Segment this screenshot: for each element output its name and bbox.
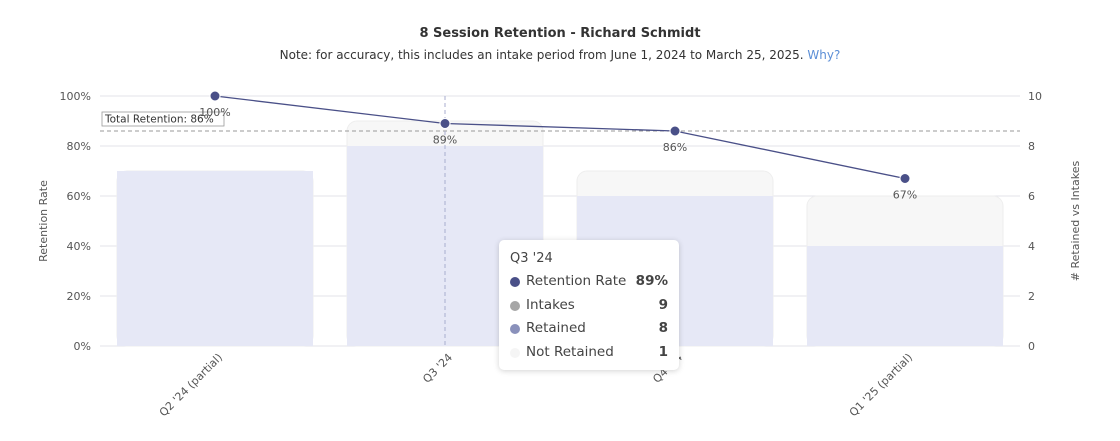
tooltip-row-retained: Retained 8 [510, 319, 668, 339]
chart-title: 8 Session Retention - Richard Schmidt [419, 26, 701, 41]
y-left-tick-label: 20% [67, 290, 91, 303]
y-right-tick-label: 0 [1028, 340, 1035, 353]
retention-rate-data-label: 67% [893, 189, 917, 202]
x-axis-tick-label: Q2 '24 (partial) [157, 351, 225, 419]
retention-rate-data-label: 100% [199, 106, 230, 119]
y-right-tick-label: 8 [1028, 140, 1035, 153]
intake-note: Note: for accuracy, this includes an int… [279, 48, 804, 62]
retention-rate-point [209, 90, 221, 102]
tooltip-label: Intakes [526, 297, 575, 313]
retention-rate-line [214, 95, 906, 180]
why-link[interactable]: Why? [807, 48, 841, 62]
retention-rate-data-label: 86% [663, 141, 687, 154]
retention-rate-dot-icon [510, 277, 520, 287]
y-left-tick-label: 40% [67, 240, 91, 253]
tooltip-row-not-retained: Not Retained 1 [510, 343, 668, 363]
tooltip-value: 8 [658, 320, 668, 336]
tooltip-label: Not Retained [526, 344, 614, 360]
total-retention-label: Total Retention: 86% [104, 114, 214, 126]
y-right-tick-label: 4 [1028, 240, 1035, 253]
not-retained-dot-icon [510, 348, 520, 358]
tooltip-value: 9 [658, 297, 668, 313]
y-left-tick-label: 0% [74, 340, 91, 353]
retention-rate-point [899, 173, 911, 184]
total-retention-label-box [101, 111, 225, 127]
retention-rate-point [439, 118, 451, 129]
tooltip-label: Retention Rate [526, 273, 627, 289]
tooltip-row-intakes: Intakes 9 [510, 296, 668, 316]
intakes-dot-icon [510, 301, 520, 311]
retention-rate-data-label: 89% [433, 134, 457, 147]
tooltip-title: Q3 '24 [510, 251, 553, 266]
tooltip-row-retention-rate: Retention Rate 89% [510, 272, 668, 292]
y-left-tick-label: 60% [67, 190, 91, 203]
y-right-tick-label: 2 [1028, 290, 1035, 303]
tooltip-value: 89% [635, 273, 668, 289]
x-axis-tick-label: Q3 '24 [420, 351, 455, 386]
y-left-axis-title: Retention Rate [37, 180, 50, 262]
y-right-tick-label: 10 [1028, 90, 1042, 103]
retained-bar [807, 246, 1003, 346]
y-right-axis-title: # Retained vs Intakes [1069, 161, 1082, 282]
x-axis-tick-label: Q1 '25 (partial) [847, 351, 915, 419]
chart-subtitle: Note: for accuracy, this includes an int… [0, 48, 1120, 62]
tooltip-label: Retained [526, 320, 586, 336]
y-right-tick-label: 6 [1028, 190, 1035, 203]
y-left-tick-label: 80% [67, 140, 91, 153]
retention-rate-point [669, 125, 681, 137]
y-left-tick-label: 100% [60, 90, 91, 103]
chart-tooltip: Q3 '24 Retention Rate 89% Intakes 9 Reta… [499, 240, 679, 370]
retained-dot-icon [510, 324, 520, 334]
tooltip-value: 1 [658, 344, 668, 360]
retained-bar [117, 171, 313, 346]
